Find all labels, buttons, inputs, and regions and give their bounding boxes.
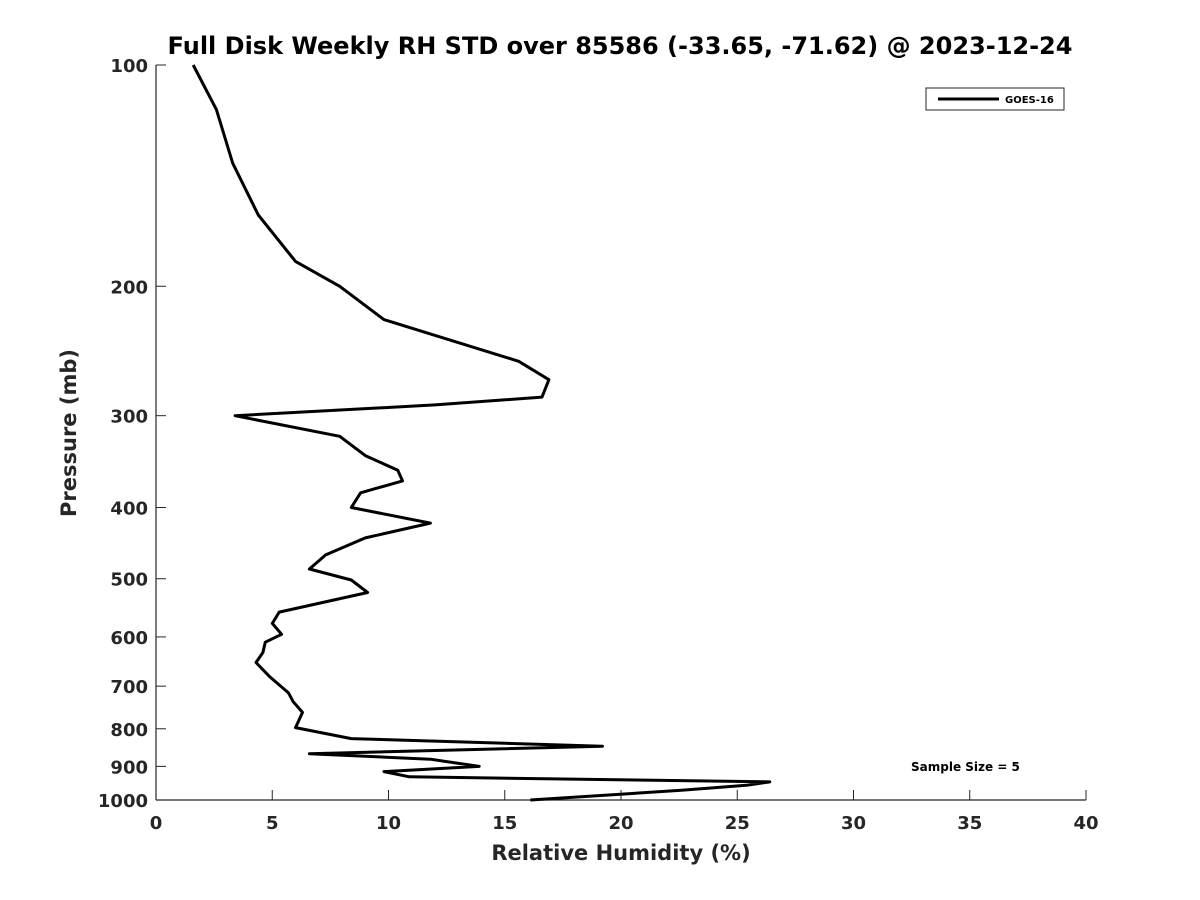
series-line-goes-16: [191, 64, 772, 802]
legend-label-goes-16: GOES-16: [1005, 95, 1054, 106]
x-tick-label: 15: [492, 813, 517, 834]
y-tick-label: 400: [110, 499, 148, 520]
x-tick-label: 35: [957, 813, 982, 834]
x-tick-label: 5: [266, 813, 279, 834]
x-tick-label: 0: [150, 813, 163, 834]
x-tick-label: 30: [841, 813, 866, 834]
y-tick-label: 700: [110, 677, 148, 698]
y-tick-label: 1000: [98, 791, 148, 812]
x-tick-label: 25: [725, 813, 750, 834]
x-tick-label: 20: [608, 813, 633, 834]
y-tick-label: 800: [110, 720, 148, 741]
y-ticks: 100 200 300 400 500 600 700 800 900 1000: [98, 56, 166, 812]
y-axis-label: Pressure (mb): [57, 349, 81, 517]
y-tick-label: 600: [110, 628, 148, 649]
y-tick-label: 200: [110, 277, 148, 298]
x-axis-label: Relative Humidity (%): [491, 841, 750, 865]
plot-axes: [155, 65, 1086, 801]
y-tick-label: 900: [110, 757, 148, 778]
legend: GOES-16: [925, 87, 1065, 111]
x-tick-label: 10: [376, 813, 401, 834]
x-ticks: 0 5 10 15 20 25 30 35 40: [150, 790, 1099, 834]
y-tick-label: 100: [110, 56, 148, 77]
chart-title: Full Disk Weekly RH STD over 85586 (-33.…: [168, 32, 1073, 60]
y-tick-label: 300: [110, 407, 148, 428]
sample-size-annotation: Sample Size = 5: [911, 760, 1020, 774]
y-tick-label: 500: [110, 570, 148, 591]
series-layer: [191, 64, 772, 802]
x-tick-label: 40: [1073, 813, 1098, 834]
